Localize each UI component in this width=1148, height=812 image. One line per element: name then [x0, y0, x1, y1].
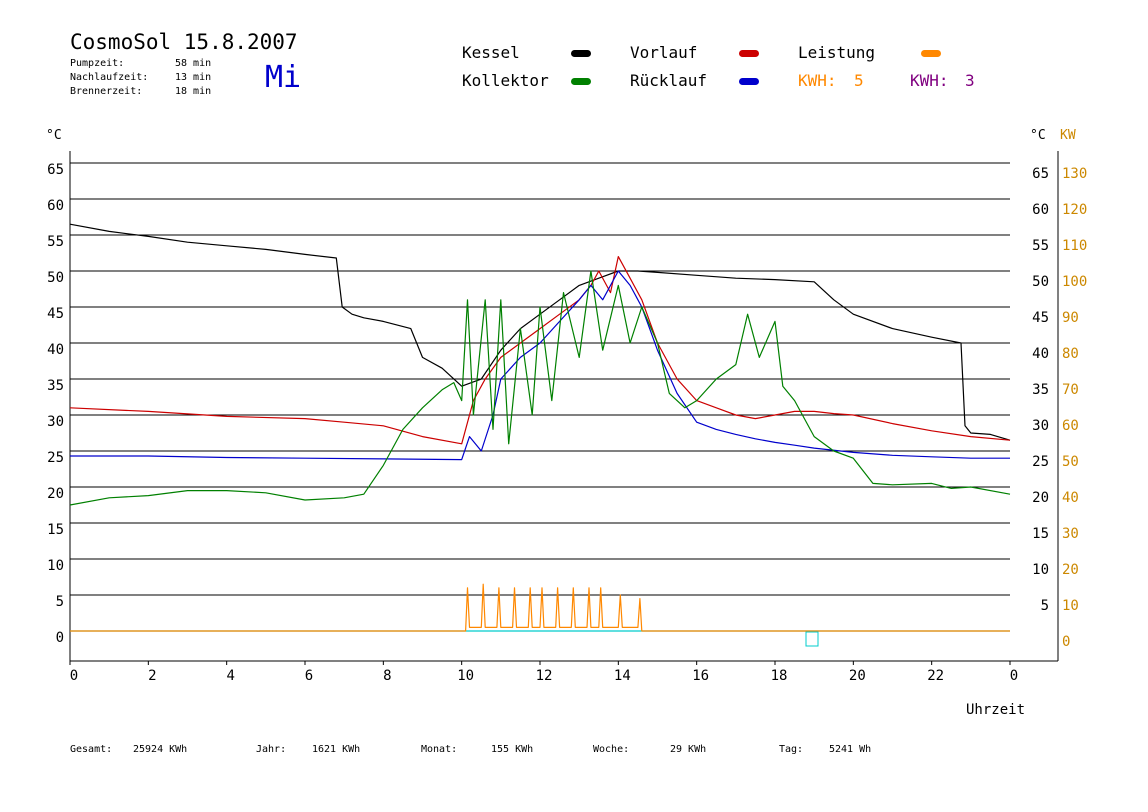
- series-line-kollektor: [69, 270, 1011, 506]
- y-tick-label-right: 30: [1032, 418, 1049, 434]
- series-line-vorlauf: [69, 256, 1011, 445]
- y-axis-label-right: °C: [1030, 128, 1046, 143]
- y-tick-label-right: 45: [1032, 310, 1049, 326]
- kw-tick-label: 30: [1062, 526, 1079, 542]
- y-axis-label-left: °C: [46, 128, 62, 143]
- x-tick-label: 18: [771, 668, 788, 684]
- y-tick-label-left: 45: [47, 306, 64, 322]
- kw-tick-label: 90: [1062, 310, 1079, 326]
- series-line-leistung: [70, 583, 1010, 632]
- legend-vorlauf: Vorlauf: [630, 43, 698, 62]
- y-tick-label-left: 50: [47, 270, 64, 286]
- kw-tick-label: 130: [1062, 166, 1087, 182]
- y-tick-label-left: 20: [47, 486, 64, 502]
- marker-box: [805, 631, 819, 647]
- legend-kollektor: Kollektor: [462, 71, 549, 90]
- y-tick-label-left: 55: [47, 234, 64, 250]
- y-tick-label-left: 35: [47, 378, 64, 394]
- legend-kwh1-value: 5: [854, 71, 864, 90]
- burner-time-value: 18 min: [175, 86, 212, 97]
- y-tick-label-left: 10: [47, 558, 64, 574]
- kw-tick-label: 20: [1062, 562, 1079, 578]
- footer-week-label: Woche:: [593, 744, 630, 755]
- y-tick-label-left: 0: [56, 630, 64, 646]
- weekday-label: Mi: [265, 60, 302, 95]
- kw-tick-label: 110: [1062, 238, 1087, 254]
- x-tick-label: 6: [305, 668, 313, 684]
- y-tick-label-right: 55: [1032, 238, 1049, 254]
- y-tick-label-right: 10: [1032, 562, 1049, 578]
- legend-kollektor-swatch: [571, 78, 591, 85]
- x-tick-label: 2: [148, 668, 156, 684]
- y-tick-label-right: 35: [1032, 382, 1049, 398]
- footer-month-label: Monat:: [421, 744, 458, 755]
- kw-tick-label: 60: [1062, 418, 1079, 434]
- x-tick-label: 22: [927, 668, 944, 684]
- x-tick-label: 8: [383, 668, 391, 684]
- kw-tick-label: 50: [1062, 454, 1079, 470]
- y-tick-label-left: 25: [47, 450, 64, 466]
- y-tick-label-right: 65: [1032, 166, 1049, 182]
- footer-total-label: Gesamt:: [70, 744, 113, 755]
- x-tick-label: 12: [536, 668, 553, 684]
- chart-title: CosmoSol 15.8.2007: [70, 30, 298, 54]
- series-line-kessel: [69, 223, 1011, 441]
- kw-tick-label: 0: [1062, 634, 1070, 650]
- footer-month-value: 155 KWh: [491, 744, 534, 755]
- kw-tick-label: 80: [1062, 346, 1079, 362]
- legend-ruecklauf: Rücklauf: [630, 71, 708, 90]
- y-tick-label-left: 60: [47, 198, 64, 214]
- footer-day-label: Tag:: [779, 744, 804, 755]
- y-tick-label-left: 40: [47, 342, 64, 358]
- x-tick-label: 4: [226, 668, 234, 684]
- legend-ruecklauf-swatch: [739, 78, 759, 85]
- footer-week-value: 29 KWh: [670, 744, 707, 755]
- y-tick-label-left: 30: [47, 414, 64, 430]
- series-line-rcklauf: [70, 270, 1010, 461]
- footer-year-label: Jahr:: [256, 744, 287, 755]
- kw-tick-label: 70: [1062, 382, 1079, 398]
- y-tick-label-right: 40: [1032, 346, 1049, 362]
- legend-kwh1-label: KWH:: [798, 71, 837, 90]
- x-tick-label: 0: [70, 668, 78, 684]
- x-tick-label: 16: [692, 668, 709, 684]
- y-tick-label-right: 25: [1032, 454, 1049, 470]
- x-tick-label: 14: [614, 668, 631, 684]
- y-tick-label-left: 15: [47, 522, 64, 538]
- overrun-time-value: 13 min: [175, 72, 212, 83]
- kw-tick-label: 100: [1062, 274, 1087, 290]
- kw-tick-label: 10: [1062, 598, 1079, 614]
- kw-tick-label: 120: [1062, 202, 1087, 218]
- overrun-time-label: Nachlaufzeit:: [70, 72, 149, 83]
- pump-time-label: Pumpzeit:: [70, 58, 125, 69]
- y-tick-label-right: 20: [1032, 490, 1049, 506]
- x-tick-label: 0: [1010, 668, 1018, 684]
- y-tick-label-left: 5: [56, 594, 64, 610]
- y-tick-label-right: 50: [1032, 274, 1049, 290]
- y-axis-label-kw: KW: [1060, 128, 1076, 143]
- kw-tick-label: 40: [1062, 490, 1079, 506]
- footer-day-value: 5241 Wh: [829, 744, 872, 755]
- legend-kessel: Kessel: [462, 43, 520, 62]
- legend-kwh2-value: 3: [965, 71, 975, 90]
- y-tick-label-right: 60: [1032, 202, 1049, 218]
- footer-total-value: 25924 KWh: [133, 744, 188, 755]
- legend-vorlauf-swatch: [739, 50, 759, 57]
- legend-leistung-swatch: [921, 50, 941, 57]
- legend-kwh2-label: KWH:: [910, 71, 949, 90]
- y-tick-label-right: 5: [1041, 598, 1049, 614]
- y-tick-label-left: 65: [47, 162, 64, 178]
- y-tick-label-right: 15: [1032, 526, 1049, 542]
- legend-leistung: Leistung: [798, 43, 876, 62]
- burner-time-label: Brennerzeit:: [70, 86, 143, 97]
- legend-kessel-swatch: [571, 50, 591, 57]
- footer-year-value: 1621 KWh: [312, 744, 361, 755]
- x-tick-label: 10: [457, 668, 474, 684]
- x-axis-label: Uhrzeit: [966, 702, 1025, 718]
- x-tick-label: 20: [849, 668, 866, 684]
- pump-time-value: 58 min: [175, 58, 212, 69]
